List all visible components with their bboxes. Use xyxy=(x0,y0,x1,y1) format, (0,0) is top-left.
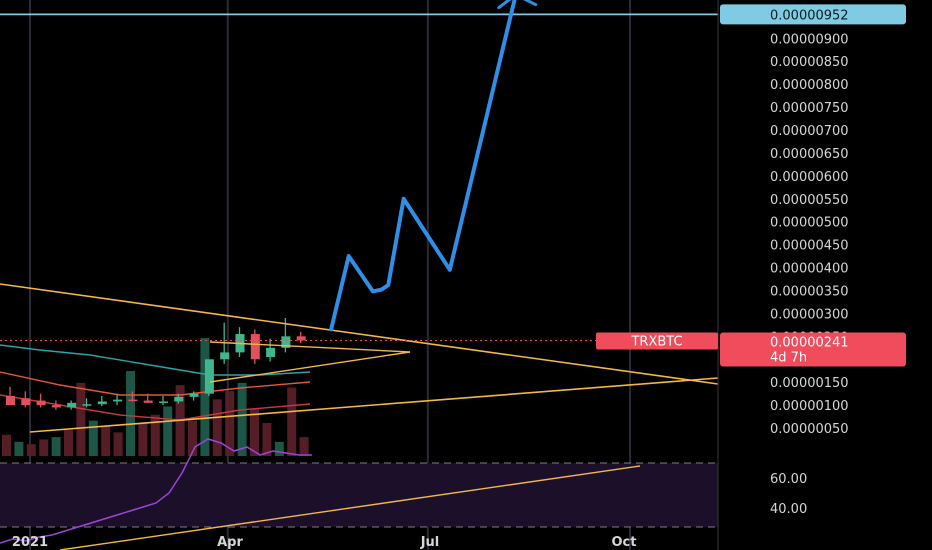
volume-bar xyxy=(138,422,148,456)
price-tick-label: 0.00000100 xyxy=(770,399,849,414)
rsi-tick-label: 60.00 xyxy=(770,472,807,487)
price-tick-label: 0.00000350 xyxy=(770,284,849,299)
volume-bar xyxy=(212,399,222,456)
volume-bar xyxy=(14,441,24,456)
volume-bar xyxy=(287,387,297,456)
rsi-line xyxy=(0,438,312,544)
price-tick-label: 0.00000600 xyxy=(770,170,849,185)
time-tick-label: Apr xyxy=(217,535,243,550)
volume-bar xyxy=(64,430,73,456)
volume-bar xyxy=(200,338,210,456)
volume-bar xyxy=(51,437,61,456)
candle-body xyxy=(204,359,214,394)
trendline-descending xyxy=(0,283,719,385)
volume-bar xyxy=(76,382,86,456)
volume-bar xyxy=(262,422,272,456)
price-tick-label: 0.00000450 xyxy=(770,239,849,254)
candle-body xyxy=(67,402,77,408)
volume-bar xyxy=(163,406,173,456)
candle-body xyxy=(189,393,199,397)
grid-lines xyxy=(29,0,632,550)
price-tick-label: 0.00000800 xyxy=(770,78,849,93)
volume-bar xyxy=(274,441,284,456)
price-tick-label: 0.00000750 xyxy=(770,101,849,116)
time-axis[interactable]: 2021 Apr Jul Oct xyxy=(12,535,637,550)
forecast-arrow-head xyxy=(497,0,538,10)
candle-body xyxy=(82,404,92,406)
price-axis[interactable]: 0.000000500.000001000.000001500.00000200… xyxy=(717,0,932,550)
price-tick-label: 0.00000850 xyxy=(770,55,849,70)
volume-bar xyxy=(26,444,36,456)
symbol-label: TRXBTC xyxy=(630,334,682,349)
symbol-tag xyxy=(596,332,718,350)
price-tick-label: 0.00000050 xyxy=(770,422,849,437)
volume-bar xyxy=(250,408,259,456)
last-price-tag xyxy=(720,332,906,367)
volume-bar xyxy=(2,434,11,456)
candle-body xyxy=(296,336,306,341)
last-price-label: 0.00000241 xyxy=(770,335,849,350)
volume-bar xyxy=(88,420,98,456)
price-tick-label: 0.00000400 xyxy=(770,262,849,277)
volume-bar xyxy=(150,414,160,456)
volume-bar xyxy=(126,371,135,456)
rsi-pane xyxy=(0,438,718,550)
candle-body xyxy=(266,347,276,357)
volume-bar xyxy=(225,391,235,456)
volume-bar xyxy=(188,420,197,456)
price-tick-label: 0.00000650 xyxy=(770,147,849,162)
volume-bar xyxy=(299,437,309,456)
trendline-ascending xyxy=(29,377,719,433)
ma-line-orange xyxy=(0,371,311,396)
price-tick-label: 0.00000150 xyxy=(770,376,849,391)
candle-body xyxy=(174,396,184,402)
triangle-upper xyxy=(209,341,411,353)
candle-body xyxy=(21,398,31,406)
ma-line-red xyxy=(0,394,311,421)
rsi-trendline xyxy=(59,465,641,550)
price-axis-bg xyxy=(718,0,932,550)
time-tick-label: 2021 xyxy=(12,535,48,550)
time-tick-label: Oct xyxy=(612,535,637,550)
price-tick-label: 0.00000700 xyxy=(770,124,849,139)
countdown-label: 4d 7h xyxy=(770,350,807,365)
drawings xyxy=(0,0,719,433)
triangle-lower xyxy=(209,351,411,383)
forecast-path xyxy=(329,0,517,332)
candle-body xyxy=(6,395,15,406)
candle-body xyxy=(51,405,61,408)
candle-body xyxy=(250,334,260,360)
price-tick-label: 0.00000500 xyxy=(770,216,849,231)
price-tick-label: 0.00000900 xyxy=(770,32,849,47)
time-tick-label: Jul xyxy=(420,535,440,550)
price-tick-label: 0.00000300 xyxy=(770,307,849,322)
rsi-background xyxy=(0,463,718,527)
rsi-tick-label: 40.00 xyxy=(770,502,807,517)
candle-body xyxy=(281,336,291,348)
candle-body xyxy=(97,401,107,405)
volume-bar xyxy=(101,426,111,456)
candle-body xyxy=(113,399,123,402)
volume-bar xyxy=(113,432,123,456)
target-price-label: 0.00000952 xyxy=(770,8,849,23)
candle-body xyxy=(159,401,168,403)
ma-line-teal xyxy=(0,344,311,376)
candle-body xyxy=(36,400,46,406)
volume-bar xyxy=(39,439,49,456)
volume-bars xyxy=(2,338,309,456)
candles xyxy=(6,317,306,410)
target-price-tag xyxy=(720,4,906,25)
volume-bar xyxy=(237,382,247,456)
indicator-lines xyxy=(0,344,311,421)
price-tick-label: 0.00000550 xyxy=(770,193,849,208)
candle-body xyxy=(128,399,138,402)
candle-body xyxy=(143,400,153,403)
candle-body xyxy=(220,352,230,360)
